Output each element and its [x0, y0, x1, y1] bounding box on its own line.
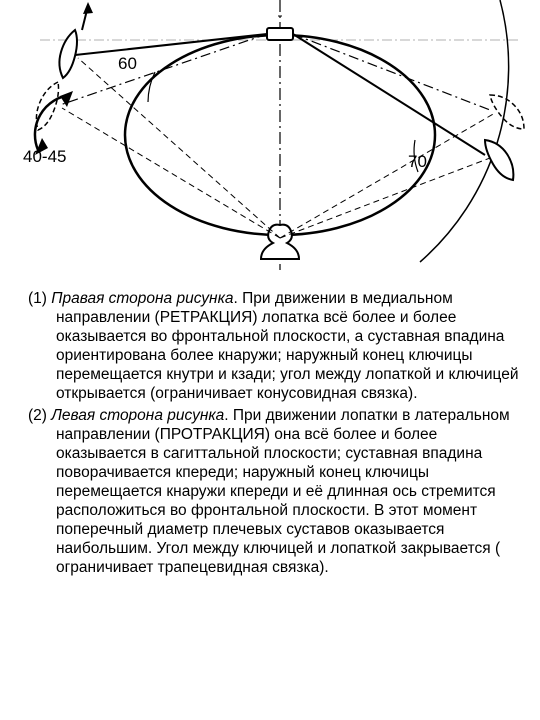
angle-70-label: 70 — [408, 152, 427, 172]
paragraph-2: (2) Левая сторона рисунка. При движении … — [28, 407, 520, 577]
p2-lead: Левая сторона рисунка — [51, 407, 224, 424]
p2-body: . При движении лопатки в латеральном нап… — [56, 407, 510, 575]
angle-60-label: 60 — [118, 54, 137, 74]
p1-lead: Правая сторона рисунка — [51, 290, 233, 307]
p1-number: (1) — [28, 290, 51, 307]
paragraph-1: (1) Правая сторона рисунка. При движении… — [28, 290, 520, 403]
description-text: (1) Правая сторона рисунка . При движении… — [0, 280, 540, 592]
p2-number: (2) — [28, 407, 51, 424]
angle-40-45-label: 40-45 — [23, 147, 66, 167]
anatomy-diagram: 60 40-45 70 — [0, 0, 540, 280]
